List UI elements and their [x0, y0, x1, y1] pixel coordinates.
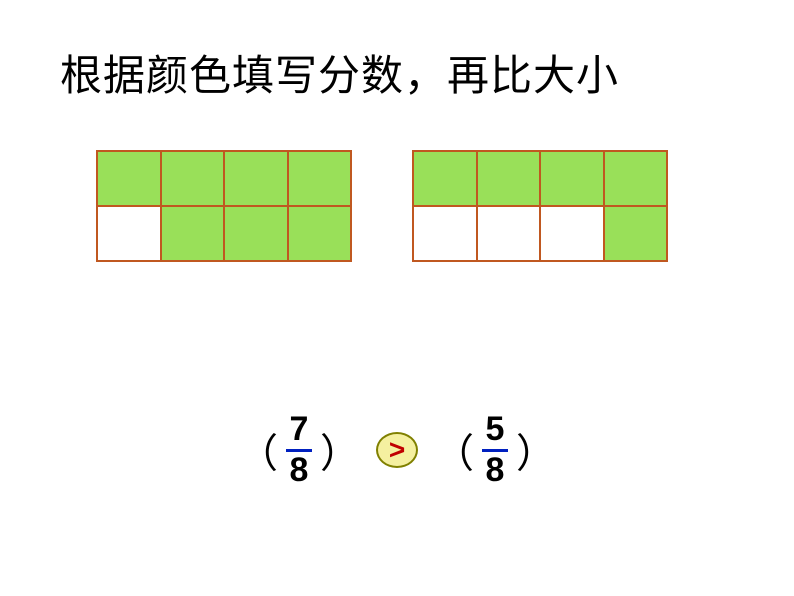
grid-cell: [97, 151, 161, 206]
page-title: 根据颜色填写分数，再比大小: [60, 42, 619, 103]
comparison-operator: >: [376, 432, 418, 468]
numerator-left: 7: [290, 412, 309, 448]
comparison-row: （ 7 8 ） > （ 5 8 ）: [0, 412, 794, 488]
grid-cell: [224, 206, 288, 261]
fraction-grid-left: [96, 150, 352, 262]
grid-cell: [604, 151, 668, 206]
grid-cell: [604, 206, 668, 261]
grid-cell: [413, 151, 477, 206]
grid-cell: [288, 206, 352, 261]
grid-cell: [540, 206, 604, 261]
paren-close-left: ）: [320, 421, 360, 479]
grid-cell: [477, 206, 541, 261]
paren-open-right: （: [434, 421, 474, 479]
fraction-grid-right: [412, 150, 668, 262]
grid-cell: [161, 206, 225, 261]
grid-cell: [288, 151, 352, 206]
paren-close-right: ）: [516, 421, 556, 479]
grid-cell: [477, 151, 541, 206]
denominator-left: 8: [290, 453, 309, 489]
grid-cell: [540, 151, 604, 206]
grid-cell: [413, 206, 477, 261]
grid-cell: [224, 151, 288, 206]
paren-open-left: （: [238, 421, 278, 479]
grid-cell: [97, 206, 161, 261]
fraction-left: 7 8: [286, 412, 312, 488]
numerator-right: 5: [486, 412, 505, 448]
denominator-right: 8: [486, 453, 505, 489]
grid-cell: [161, 151, 225, 206]
fraction-right: 5 8: [482, 412, 508, 488]
